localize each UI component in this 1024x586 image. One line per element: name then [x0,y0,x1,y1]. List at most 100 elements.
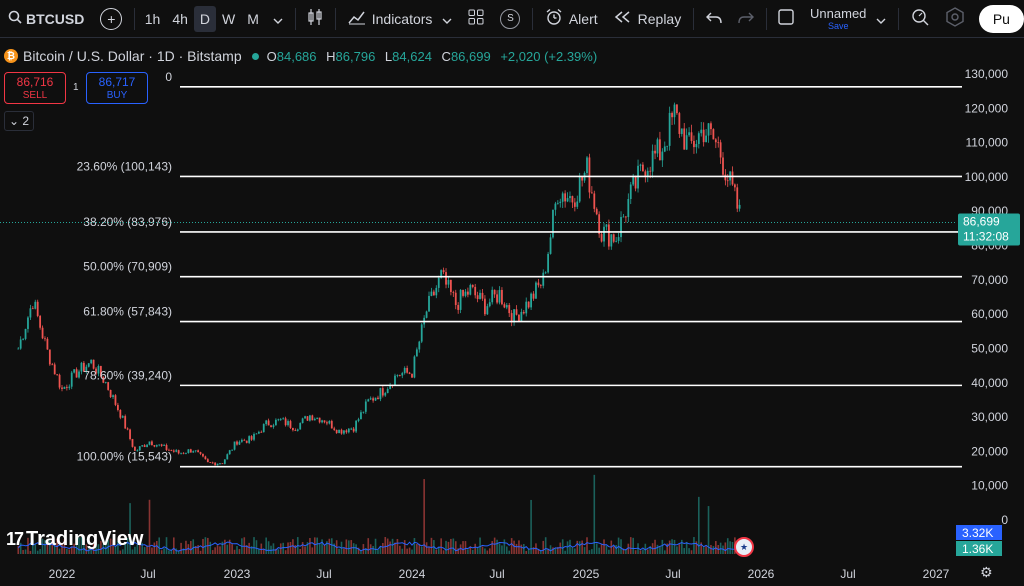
candle-body [493,289,496,295]
redo-button[interactable] [730,0,762,37]
volume-bar [656,544,659,554]
chevron-down-icon [876,11,886,27]
candle-body [68,386,71,388]
tradingview-watermark[interactable]: 17 TradingView [6,528,143,551]
volume-bar [73,543,75,554]
timeframe-m[interactable]: M [247,10,259,27]
price-axis[interactable]: 130,000120,000110,000100,00090,00080,000… [965,67,1009,527]
fibonacci-retracement[interactable]: 0 23.60% (100,143) 38.20% (83,976) 50.00% (… [77,70,962,468]
fib-level-label: 61.80% (57,843) [83,305,172,319]
candle-body [447,280,450,285]
volume-bar [693,537,695,554]
candle-body [384,393,387,396]
price-chart[interactable]: 0 23.60% (100,143) 38.20% (83,976) 50.00% (… [0,40,1024,586]
volume-bar [343,548,345,554]
volume-bar [391,538,394,554]
time-axis-tick: Jul [840,567,855,581]
settings-button[interactable] [937,0,973,37]
candle-body [39,315,42,328]
timeframe-1h[interactable]: 1h [144,10,161,27]
undo-button[interactable] [698,0,730,37]
candle-body [153,445,156,447]
candle-body [425,311,428,318]
timeframe-dropdown[interactable] [265,0,291,37]
candle-body [355,420,357,432]
volume-bar [46,540,49,554]
quick-search-button[interactable] [903,0,937,37]
chart-type-button[interactable] [299,0,331,37]
volume-bar [367,538,370,554]
candle-body [437,277,440,288]
timeframe-w[interactable]: W [222,10,236,27]
layout-checkbox[interactable] [770,0,802,37]
sell-button[interactable]: 86,716 SELL [4,72,66,104]
volume-bar [513,540,515,554]
buy-button[interactable]: 86,717 BUY [86,72,148,104]
candle-body [389,384,392,389]
volume-bar [282,542,284,554]
volume-bar [258,549,260,554]
timeframe-4h[interactable]: 4h [172,10,188,27]
volume-bar [700,542,703,554]
candle-body [615,240,618,242]
time-axis[interactable]: 2022 Jul 2023 Jul 2024 Jul 2025 Jul 2026 Jul 2027 [49,567,950,581]
timeframe-d[interactable]: D [193,5,217,32]
candle-body [257,431,260,434]
time-axis-tick: 2025 [573,567,600,581]
symbol-search[interactable]: BTCUSD [0,0,92,37]
volume-bar [141,542,144,554]
volume-bar [685,541,688,554]
candle-body [581,176,584,181]
save-label: Save [827,20,849,31]
candle-body [600,234,603,242]
us-flag-event-icon[interactable]: ★ [734,537,754,557]
volume-bar [328,538,331,554]
series-legend[interactable]: ₿ Bitcoin / U.S. Dollar · 1D · Bitstamp … [4,48,603,64]
volume-bar [559,542,562,554]
volume-bar [646,549,649,554]
publish-button[interactable]: Pu [978,4,1024,33]
candle-body [333,428,336,430]
volume-bar [262,548,265,554]
candle-body [82,362,85,372]
candle-body [221,463,224,465]
volume-bar [36,550,39,554]
volume-bar [399,545,401,554]
candle-body [95,368,97,374]
volume-bar [85,544,88,554]
collapse-indicators-button[interactable]: ⌄ 2 [4,111,34,131]
candle-body [31,308,34,310]
candle-body [80,362,83,372]
indicators-button[interactable]: Indicators [340,0,461,37]
templates-button[interactable] [460,0,492,37]
candle-body [311,415,314,421]
rewind-icon [614,10,632,27]
indicator-count: 2 [22,114,30,128]
candle-body [240,439,243,442]
volume-bar [479,537,481,554]
volume-bar [683,548,686,554]
candle-body [87,363,90,367]
candle-body [255,433,258,435]
strategies-button[interactable]: S [492,0,528,37]
candle-body [522,311,525,314]
volume-bar [34,544,37,554]
candle-body [214,462,217,466]
volume-bar [158,537,161,554]
alert-button[interactable]: Alert [537,0,606,37]
volume-bar [143,547,146,554]
candle-body [129,429,131,440]
layout-name-menu[interactable]: Unnamed Save [802,0,894,37]
candle-body [457,305,460,310]
volume-bar [625,549,627,554]
replay-button[interactable]: Replay [606,0,690,37]
volume-bar [177,550,180,554]
candle-body [99,366,102,377]
candle-body [710,123,712,130]
volume-bar [372,545,374,554]
gear-icon[interactable]: ⚙ [980,564,993,580]
candle-body [459,289,462,310]
compare-symbol-button[interactable]: + [92,0,130,37]
volume-bar [277,549,280,554]
time-axis-tick: Jul [489,567,504,581]
